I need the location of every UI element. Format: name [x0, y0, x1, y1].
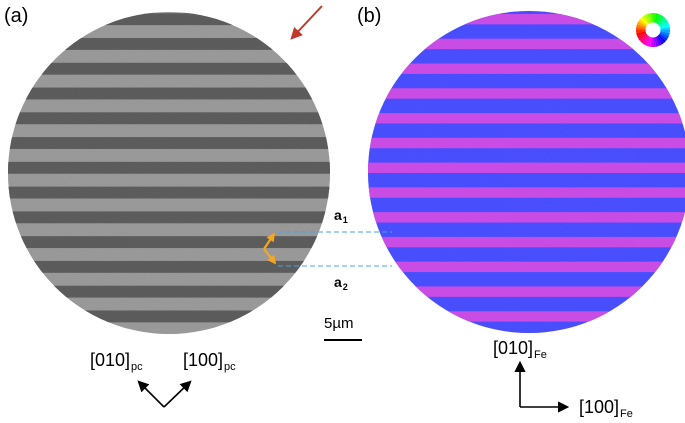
pfm-b-grain [368, 11, 685, 333]
axis-label-100-fe: [100]Fe [579, 397, 633, 420]
axis-label-010-pc: [010]pc [90, 350, 143, 373]
pfm-a-grain [8, 12, 330, 334]
panel-label-a: (a) [4, 5, 29, 27]
axis-label-100-pc: [100]pc [183, 350, 236, 373]
panel-label-b: (b) [357, 5, 382, 27]
crystal-axes-a-icon [137, 380, 192, 408]
domain-marker-icon [263, 232, 277, 265]
domain-label-a1: a1 [334, 207, 348, 225]
red-arrow-icon [290, 5, 323, 40]
scale-bar-label: 5µm [324, 315, 354, 332]
pfm-image-a [8, 12, 330, 334]
domain-label-a2: a2 [334, 274, 348, 292]
axis-label-010-fe: [010]Fe [493, 338, 547, 361]
color-wheel-icon [636, 13, 670, 47]
crystal-axes-b-icon [514, 360, 570, 413]
pfm-image-b [368, 11, 685, 333]
